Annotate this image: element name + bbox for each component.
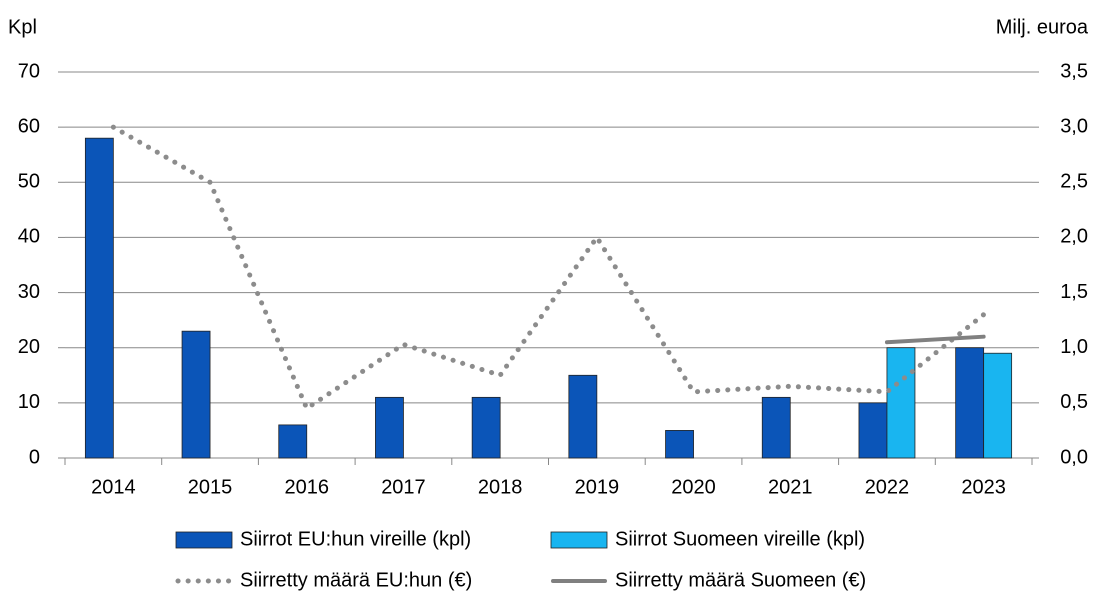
y-axis-label: Kpl — [8, 16, 37, 38]
legend-label: Siirretty määrä Suomeen (€) — [615, 569, 866, 591]
x-tick-label: 2020 — [671, 476, 716, 498]
bar — [858, 402, 888, 459]
bar — [568, 374, 598, 459]
y2-tick-label: 3,5 — [1060, 60, 1088, 82]
legend-swatch — [550, 531, 608, 549]
x-tick-label: 2019 — [575, 476, 620, 498]
y2-tick-label: 2,0 — [1060, 226, 1088, 248]
x-tick-label: 2015 — [188, 476, 233, 498]
bar — [665, 430, 694, 459]
legend-label: Siirrot EU:hun vireille (kpl) — [240, 528, 471, 550]
x-tick-label: 2022 — [865, 476, 910, 498]
y2-tick-label: 0,0 — [1060, 446, 1088, 468]
y2-tick-label: 1,5 — [1060, 281, 1088, 303]
bar — [886, 347, 916, 459]
y-tick-label: 20 — [18, 336, 40, 358]
bar — [983, 352, 1013, 459]
y-tick-label: 60 — [18, 115, 40, 137]
bar — [84, 137, 114, 459]
legend-swatch — [175, 531, 233, 549]
bar — [471, 396, 501, 459]
y-tick-label: 0 — [29, 446, 40, 468]
y-tick-label: 30 — [18, 281, 40, 303]
x-tick-label: 2018 — [478, 476, 523, 498]
line-series — [884, 334, 986, 345]
x-tick-label: 2016 — [285, 476, 330, 498]
y2-tick-label: 3,0 — [1060, 115, 1088, 137]
x-tick-label: 2023 — [961, 476, 1006, 498]
x-tick-label: 2021 — [768, 476, 813, 498]
y2-tick-label: 0,5 — [1060, 391, 1088, 413]
y2-tick-label: 2,5 — [1060, 171, 1088, 193]
x-tick-label: 2014 — [91, 476, 136, 498]
bar — [181, 330, 211, 459]
y-tick-label: 40 — [18, 226, 40, 248]
y2-tick-label: 1,0 — [1060, 336, 1088, 358]
bar — [375, 396, 404, 459]
y-tick-label: 70 — [18, 60, 40, 82]
legend-label: Siirrot Suomeen vireille (kpl) — [615, 528, 865, 550]
bar — [955, 347, 985, 459]
y2-axis-label: Milj. euroa — [996, 16, 1089, 38]
legend-label: Siirretty määrä EU:hun (€) — [240, 569, 472, 591]
bar — [278, 424, 308, 459]
bar — [761, 396, 791, 459]
y-tick-label: 50 — [18, 171, 40, 193]
line-series — [110, 124, 987, 413]
x-tick-label: 2017 — [381, 476, 426, 498]
y-tick-label: 10 — [18, 391, 40, 413]
